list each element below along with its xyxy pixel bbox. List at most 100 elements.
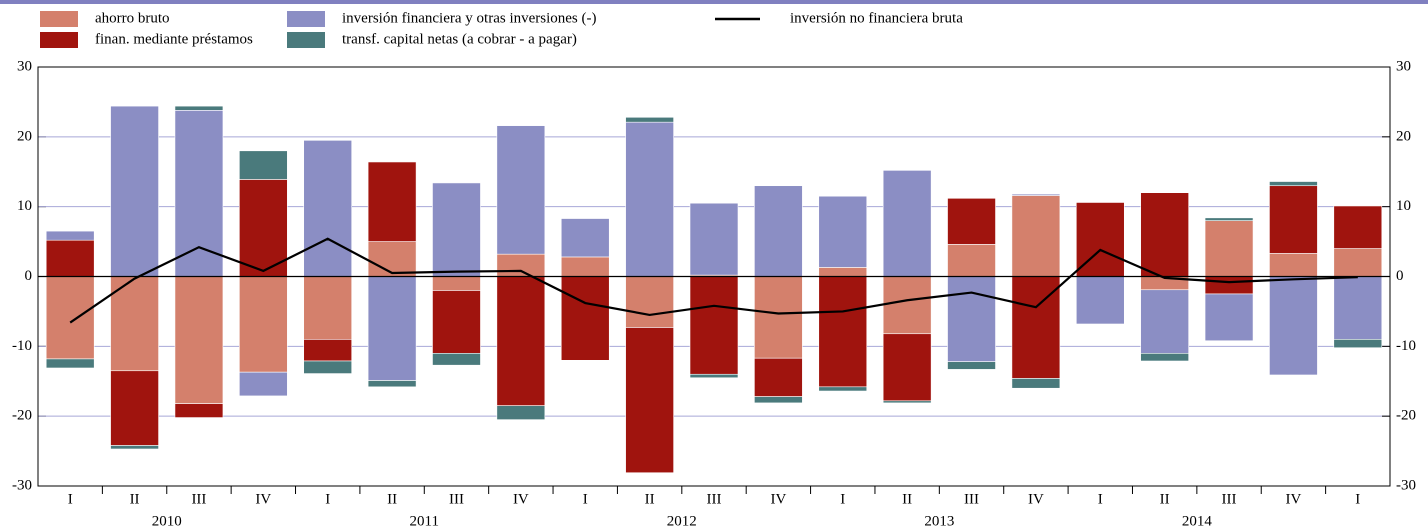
bar-segment — [1269, 185, 1318, 254]
bar-segment — [625, 116, 674, 123]
bar-segment — [367, 161, 417, 242]
bar-segment — [45, 358, 95, 369]
bar-segment — [1140, 353, 1189, 362]
bar-segment — [303, 339, 353, 362]
year-label: 2013 — [924, 513, 954, 529]
legend-label: ahorro bruto — [95, 10, 170, 26]
bar-segment — [1269, 181, 1318, 187]
y-tick-label: 20 — [17, 128, 32, 144]
bar-segment — [110, 445, 159, 450]
y2-tick-label: 0 — [1396, 268, 1404, 284]
x-tick-label: III — [964, 491, 979, 507]
plot-frame — [37, 66, 1391, 487]
x-tick-label: IV — [770, 491, 786, 507]
y-tick-label: -20 — [12, 408, 32, 424]
bar-segment — [754, 357, 803, 397]
bar-segment — [45, 239, 95, 277]
x-tick-label: I — [68, 491, 73, 507]
y-tick-label: -10 — [12, 338, 32, 354]
bar-segment — [239, 150, 288, 180]
y2-tick-label: 30 — [1396, 58, 1411, 74]
bar-segment — [1011, 378, 1061, 389]
bar-segment — [303, 140, 353, 277]
bar-segment — [689, 202, 739, 276]
bar-segment — [689, 373, 739, 379]
bar-segment — [560, 218, 610, 258]
bar-segment — [625, 121, 674, 277]
bar-segment — [303, 276, 353, 340]
y-tick-label: 10 — [17, 198, 32, 214]
bar-segment — [625, 276, 674, 328]
bar-segment — [174, 403, 224, 418]
line-series — [69, 237, 1358, 324]
bar-segment — [174, 105, 224, 111]
x-tick-label: II — [387, 491, 397, 507]
legend-label: inversión financiera y otras inversiones… — [342, 10, 597, 26]
bar-segment — [1075, 276, 1125, 325]
bar-segment — [496, 405, 546, 420]
year-label: 2011 — [410, 513, 439, 529]
legend-swatch — [287, 11, 325, 27]
bar-segment — [367, 241, 417, 277]
legend-swatch — [40, 11, 78, 27]
year-label: 2014 — [1182, 513, 1213, 529]
bar-segment — [1011, 193, 1061, 196]
x-tick-label: II — [902, 491, 912, 507]
bar-segment — [303, 360, 353, 374]
legend-label: finan. mediante préstamos — [95, 31, 253, 47]
bar-segment — [1204, 220, 1254, 277]
year-label: 2012 — [667, 513, 697, 529]
bar-segment — [818, 386, 868, 392]
bar-segment — [882, 170, 932, 277]
bar-segment — [496, 253, 546, 277]
bar-segment — [367, 380, 417, 388]
bar-segment — [1011, 195, 1061, 277]
bar-segment — [947, 244, 996, 277]
x-tick-label: I — [1355, 491, 1360, 507]
y-tick-label: 0 — [25, 268, 33, 284]
y2-tick-label: -20 — [1396, 408, 1416, 424]
bar-segment — [239, 276, 288, 373]
top-border — [0, 0, 1428, 4]
bar-segment — [947, 361, 996, 370]
bar-segment — [947, 276, 996, 362]
legend-swatch — [40, 32, 78, 48]
bar-segment — [818, 276, 868, 388]
bar-segment — [1269, 253, 1318, 277]
bar-segment — [1204, 217, 1254, 221]
x-tick-label: IV — [1028, 491, 1044, 507]
x-tick-label: IV — [1286, 491, 1302, 507]
bar-segment — [239, 371, 288, 397]
y-tick-label: -30 — [12, 477, 32, 493]
bar-segment — [754, 276, 803, 359]
bar-segment — [239, 179, 288, 277]
y2-tick-label: 10 — [1396, 198, 1411, 214]
bar-segment — [1140, 289, 1189, 354]
bar-segment — [1269, 276, 1318, 376]
legend-swatch — [287, 32, 325, 48]
bar-segment — [1204, 293, 1254, 342]
bar-segment — [818, 267, 868, 277]
bar-segment — [754, 396, 803, 404]
bar-segment — [367, 276, 417, 381]
x-tick-label: II — [130, 491, 140, 507]
bar-segment — [1333, 205, 1383, 249]
bar-segment — [1140, 192, 1189, 277]
x-tick-label: I — [840, 491, 845, 507]
bar-segment — [882, 333, 932, 402]
year-label: 2010 — [152, 513, 182, 529]
bar-segment — [882, 276, 932, 335]
bar-segment — [110, 370, 159, 446]
legend-label: inversión no financiera bruta — [790, 10, 963, 26]
bar-segment — [560, 276, 610, 361]
x-tick-label: III — [449, 491, 464, 507]
y2-tick-label: 20 — [1396, 128, 1411, 144]
bar-segment — [689, 276, 739, 375]
bar-segment — [432, 353, 481, 366]
x-tick-label: III — [1222, 491, 1237, 507]
x-tick-label: II — [645, 491, 655, 507]
bar-segment — [432, 182, 481, 277]
bar-segment — [1333, 248, 1383, 277]
x-tick-label: I — [1098, 491, 1103, 507]
